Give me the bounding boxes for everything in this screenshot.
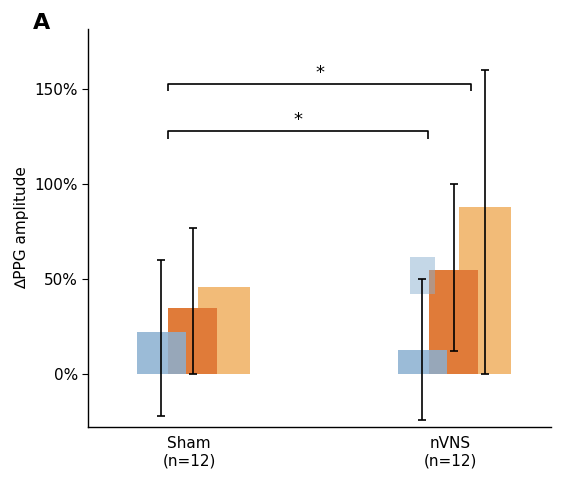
Text: A: A (33, 13, 50, 33)
Text: *: * (293, 111, 302, 129)
Bar (410, 256, 434, 295)
Bar (459, 207, 511, 374)
Bar (429, 270, 478, 374)
Text: *: * (315, 64, 324, 82)
Y-axis label: ∆PPG amplitude: ∆PPG amplitude (14, 167, 29, 290)
Bar (137, 333, 186, 374)
Bar (168, 308, 217, 374)
Bar (198, 287, 250, 374)
Bar (398, 349, 447, 374)
